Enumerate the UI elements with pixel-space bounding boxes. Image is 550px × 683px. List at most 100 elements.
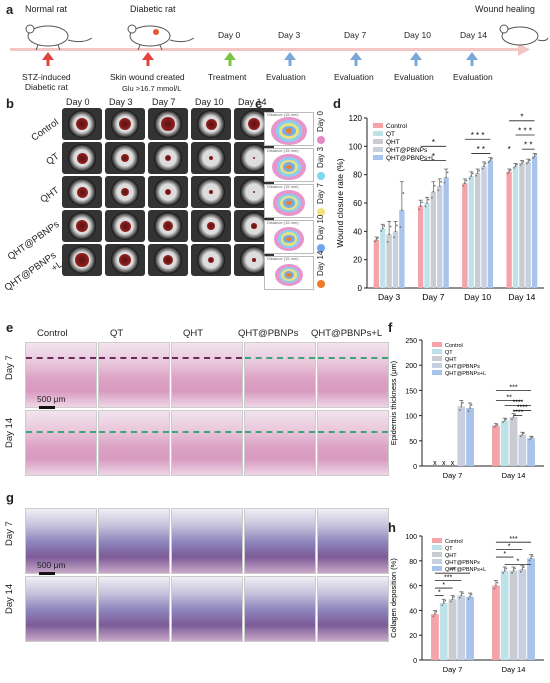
bar [527, 438, 535, 466]
wound-photo [62, 176, 102, 208]
data-point [453, 596, 455, 598]
wound-photo [62, 142, 102, 174]
legend-entry: QHT@PBNPs [386, 147, 428, 154]
bar [462, 183, 468, 288]
bar [439, 602, 448, 660]
bar [466, 596, 474, 660]
histology-image [317, 410, 389, 476]
legend-swatch [373, 139, 383, 144]
step-eval-2-label: Evaluation [334, 72, 374, 82]
significance-mark: ** [506, 394, 512, 401]
significance-mark: * [508, 544, 511, 551]
timeline-arrow-6 [466, 52, 478, 66]
bar [492, 585, 500, 660]
bar [527, 558, 535, 660]
data-point [419, 204, 422, 207]
histology-image [317, 342, 389, 408]
histology-image [25, 342, 97, 408]
data-point [435, 610, 438, 613]
y-tick-label: 40 [409, 608, 417, 615]
data-point [460, 405, 463, 408]
histology-image [25, 508, 97, 574]
data-point [476, 172, 479, 175]
data-point [394, 230, 397, 233]
legend-swatch [432, 545, 442, 550]
legend-entry: QT [445, 546, 453, 552]
scale-bar-label: 500 μm [37, 394, 66, 404]
wound-photo [191, 108, 231, 140]
data-point [373, 240, 376, 243]
histology-image [171, 508, 243, 574]
significance-mark: **** [512, 410, 523, 417]
bar [431, 614, 439, 660]
data-point [462, 184, 465, 187]
panel-label-f: f [388, 320, 393, 335]
timeline-arrow-0 [42, 52, 54, 66]
legend-entry: QHT [445, 357, 457, 363]
bar [512, 166, 519, 288]
data-point [489, 159, 492, 162]
step-stz-line1: STZ-induced [22, 72, 71, 82]
significance-mark: * [517, 559, 520, 566]
step-treatment-label: Treatment [208, 72, 247, 82]
data-point [402, 192, 405, 194]
healed-rat-icon [499, 24, 549, 46]
data-point [487, 161, 490, 164]
data-point [388, 233, 391, 236]
normal-rat-icon [25, 24, 93, 51]
legend-swatch [373, 123, 383, 128]
wound-trace-map: Distance (15 mm) [264, 148, 314, 182]
distance-label: Distance (15 mm) [267, 220, 299, 225]
y-axis-label: Collagen deposition (%) [389, 558, 398, 638]
legend-dot [317, 244, 325, 252]
data-point [521, 433, 524, 436]
photo-col-label: Day 7 [152, 97, 176, 107]
wound-photo [62, 244, 102, 276]
day-3-label: Day 3 [278, 30, 301, 40]
wound-photo [148, 176, 188, 208]
histology-image [98, 576, 170, 642]
data-point [442, 602, 445, 604]
x-tick-label: Day 14 [502, 665, 526, 674]
legend-entry: QHT@PBNPs+L [386, 155, 435, 162]
data-point [521, 568, 524, 571]
data-point [528, 559, 531, 562]
y-tick-label: 0 [358, 284, 363, 293]
data-point [399, 226, 402, 228]
bar [437, 186, 443, 288]
photo-row-label: QT [44, 150, 62, 168]
not-detected-mark: x [433, 460, 437, 467]
legend-day-label: Day 0 [316, 111, 325, 132]
y-tick-label: 0 [413, 464, 417, 471]
histology-image [171, 576, 243, 642]
legend-swatch [373, 155, 383, 160]
legend-swatch [432, 552, 442, 557]
not-detected-mark: x [442, 460, 446, 467]
bar [531, 156, 538, 288]
distance-label: Distance (15 mm) [267, 148, 299, 153]
histology-image [171, 410, 243, 476]
wound-photo [148, 244, 188, 276]
legend-swatch [432, 370, 442, 375]
legend-dot [317, 172, 325, 180]
data-point [465, 179, 468, 182]
significance-mark: *** [509, 536, 517, 543]
day-14-label: Day 14 [460, 30, 487, 40]
data-point [514, 165, 517, 168]
legend-swatch [432, 342, 442, 347]
data-point [483, 165, 485, 168]
data-point [535, 153, 538, 156]
wound-trace-map: Distance (15 mm) [264, 256, 314, 290]
legend-entry: QHT@PBNPs+L [445, 567, 486, 573]
data-point [444, 599, 447, 602]
legend-dot [317, 136, 325, 144]
photo-col-label: Day 0 [66, 97, 90, 107]
legend-day-label: Day 3 [316, 147, 325, 168]
legend-swatch [432, 538, 442, 543]
y-tick-label: 20 [409, 633, 417, 640]
data-point [532, 157, 535, 159]
histology-image [244, 576, 316, 642]
data-point [400, 209, 403, 211]
data-point [511, 572, 513, 574]
y-tick-label: 200 [405, 363, 417, 370]
